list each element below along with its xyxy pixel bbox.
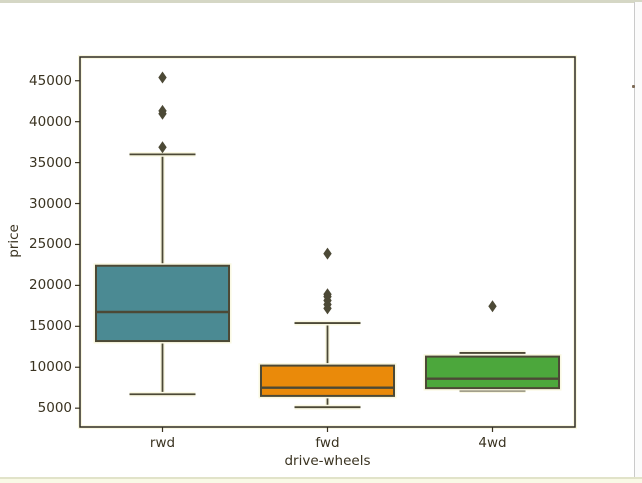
box-rwd [93,71,232,397]
y-tick-label: 15000 [29,318,72,335]
box-fwd [258,247,397,410]
outlier-flier [488,300,497,313]
box-4wd [423,300,562,393]
y-tick-label: 10000 [29,359,72,376]
x-tick-label-rwd: rwd [149,435,176,451]
x-tick-label-fwd: fwd [315,435,340,451]
y-axis-title: price [6,224,22,258]
x-axis-title: drive-wheels [284,453,371,469]
outlier-flier [158,71,167,84]
y-tick-label: 20000 [29,277,72,294]
cell-bottom-border [0,477,642,479]
x-tick-label-4wd: 4wd [478,435,507,451]
y-tick-label: 40000 [29,113,72,130]
outlier-flier [158,141,167,154]
y-tick-label: 35000 [29,154,72,171]
outlier-flier [323,247,332,260]
right-edge-speck [632,85,635,88]
cell-bottom-strip [0,479,642,483]
right-gutter [635,2,642,477]
outlier-flier [323,288,332,301]
scrollbar-track[interactable] [634,2,635,477]
y-tick-label: 45000 [29,72,72,89]
y-tick-label: 30000 [29,195,72,212]
y-tick-label: 5000 [37,400,72,417]
outlier-flier [158,104,167,117]
y-tick-label: 25000 [29,236,72,253]
cell-top-border [0,0,642,3]
